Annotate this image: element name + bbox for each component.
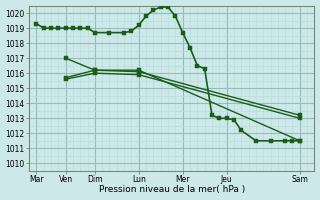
X-axis label: Pression niveau de la mer( hPa ): Pression niveau de la mer( hPa ) [99,185,245,194]
